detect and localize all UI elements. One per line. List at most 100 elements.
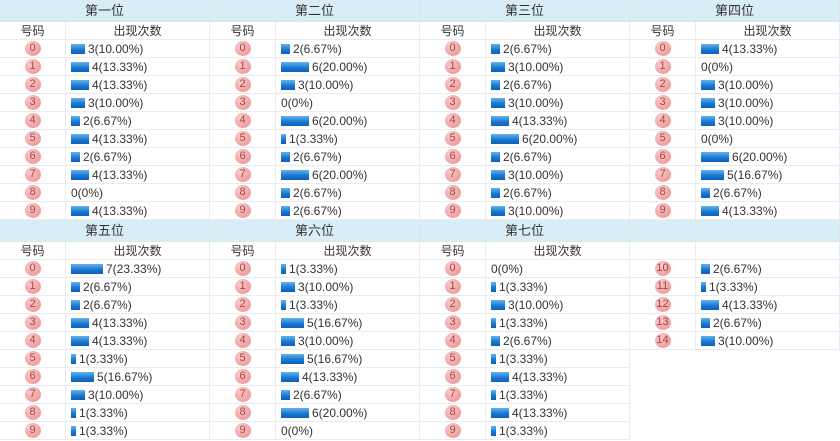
number-cell: 4 <box>210 332 276 349</box>
count-label: 6(20.00%) <box>522 131 578 146</box>
table-header-row: 号码 出现次数 <box>630 22 840 40</box>
count-label: 0(0%) <box>701 59 734 74</box>
count-label: 4(13.33%) <box>92 77 148 92</box>
count-label: 6(20.00%) <box>312 113 368 128</box>
frequency-bar <box>491 353 496 364</box>
count-label: 3(10.00%) <box>718 95 774 110</box>
count-label: 2(6.67%) <box>293 185 342 200</box>
frequency-bar <box>71 115 80 126</box>
count-cell: 1(3.33%) <box>486 278 630 295</box>
table-row: 6 5(16.67%) <box>0 368 210 386</box>
frequency-bar <box>491 115 509 126</box>
count-cell: 2(6.67%) <box>486 148 630 165</box>
count-label: 3(10.00%) <box>88 387 144 402</box>
table-row: 0 1(3.33%) <box>210 260 420 278</box>
count-label: 1(3.33%) <box>79 351 128 366</box>
number-cell: 1 <box>420 278 486 295</box>
count-cell: 1(3.33%) <box>486 386 630 403</box>
table-row: 2 3(10.00%) <box>630 76 840 94</box>
count-label: 2(6.67%) <box>503 185 552 200</box>
table-row: 1 1(3.33%) <box>420 278 630 296</box>
table-row: 8 0(0%) <box>0 184 210 202</box>
count-cell: 4(13.33%) <box>66 58 210 75</box>
count-cell: 1(3.33%) <box>486 350 630 367</box>
count-label: 2(6.67%) <box>293 41 342 56</box>
count-cell: 0(0%) <box>276 94 420 111</box>
position-group: 10 2(6.67%) 11 1(3.33%) 12 4(13.33%) 13 2(6.67%… <box>630 220 840 440</box>
count-cell: 0(0%) <box>696 130 840 147</box>
frequency-bar <box>71 43 85 54</box>
table-header-row: 号码 出现次数 <box>210 242 420 260</box>
count-cell: 1(3.33%) <box>66 422 210 439</box>
count-cell: 6(20.00%) <box>276 58 420 75</box>
count-cell: 2(6.67%) <box>696 260 840 277</box>
count-label: 2(6.67%) <box>713 261 762 276</box>
position-group: 第七位 号码 出现次数 0 0(0%) 1 1(3.33%) 2 3(10.00%) 3 1(… <box>420 220 630 440</box>
number-badge: 3 <box>654 95 671 110</box>
number-cell: 5 <box>210 350 276 367</box>
table-row: 2 3(10.00%) <box>210 76 420 94</box>
position-title: 第六位 <box>210 220 420 242</box>
count-header: 出现次数 <box>66 22 210 39</box>
number-cell: 7 <box>420 166 486 183</box>
number-header: 号码 <box>420 22 486 39</box>
count-label: 4(13.33%) <box>302 369 358 384</box>
count-cell: 0(0%) <box>66 184 210 201</box>
number-badge: 12 <box>654 297 671 312</box>
table-row: 7 4(13.33%) <box>0 166 210 184</box>
count-cell: 2(6.67%) <box>66 148 210 165</box>
frequency-bar <box>71 299 80 310</box>
table-row: 9 3(10.00%) <box>420 202 630 220</box>
table-row: 14 3(10.00%) <box>630 332 840 350</box>
count-cell: 1(3.33%) <box>696 278 840 295</box>
count-label: 1(3.33%) <box>289 131 338 146</box>
count-cell: 2(6.67%) <box>276 40 420 57</box>
count-label: 2(6.67%) <box>713 315 762 330</box>
table-row: 1 6(20.00%) <box>210 58 420 76</box>
count-header: 出现次数 <box>486 22 630 39</box>
frequency-bar <box>281 299 286 310</box>
number-badge: 0 <box>654 41 671 56</box>
frequency-bar <box>701 79 715 90</box>
number-badge: 8 <box>654 185 671 200</box>
frequency-bar <box>71 317 89 328</box>
count-label: 4(13.33%) <box>722 297 778 312</box>
table-header-row: 号码 出现次数 <box>420 242 630 260</box>
count-label: 3(10.00%) <box>88 95 144 110</box>
position-group: 第四位 号码 出现次数 0 4(13.33%) 1 0(0%) 2 3(10.00%) 3 3… <box>630 0 840 220</box>
number-cell: 0 <box>210 260 276 277</box>
table-row: 11 1(3.33%) <box>630 278 840 296</box>
count-cell: 3(10.00%) <box>66 386 210 403</box>
position-group: 第六位 号码 出现次数 0 1(3.33%) 1 3(10.00%) 2 1(3.33%)… <box>210 220 420 440</box>
number-badge: 1 <box>234 59 251 74</box>
frequency-bar <box>71 97 85 108</box>
count-cell: 5(16.67%) <box>276 350 420 367</box>
number-cell: 3 <box>420 314 486 331</box>
table-row: 5 5(16.67%) <box>210 350 420 368</box>
frequency-bar <box>701 43 719 54</box>
count-label: 5(16.67%) <box>307 315 363 330</box>
number-cell: 9 <box>420 422 486 439</box>
number-cell: 3 <box>0 94 66 111</box>
number-badge: 1 <box>654 59 671 74</box>
count-cell: 6(20.00%) <box>486 130 630 147</box>
count-label: 3(10.00%) <box>508 297 564 312</box>
number-badge: 7 <box>24 167 41 182</box>
number-badge: 4 <box>24 113 41 128</box>
rows: 0 2(6.67%) 1 3(10.00%) 2 2(6.67%) 3 3(10.00%) 4 4… <box>420 40 630 220</box>
count-label: 1(3.33%) <box>499 279 548 294</box>
number-badge: 3 <box>234 95 251 110</box>
number-badge: 7 <box>444 167 461 182</box>
table-row: 4 2(6.67%) <box>420 332 630 350</box>
number-cell: 8 <box>420 184 486 201</box>
position-group: 第二位 号码 出现次数 0 2(6.67%) 1 6(20.00%) 2 3(10.00%… <box>210 0 420 220</box>
table-row: 5 0(0%) <box>630 130 840 148</box>
number-badge: 7 <box>234 387 251 402</box>
count-cell: 0(0%) <box>276 422 420 439</box>
rows: 0 0(0%) 1 1(3.33%) 2 3(10.00%) 3 1(3.33%) 4 2(6.6… <box>420 260 630 440</box>
number-cell: 5 <box>0 130 66 147</box>
number-cell: 5 <box>420 350 486 367</box>
table-row: 7 1(3.33%) <box>420 386 630 404</box>
count-cell: 3(10.00%) <box>66 94 210 111</box>
number-badge: 5 <box>24 351 41 366</box>
